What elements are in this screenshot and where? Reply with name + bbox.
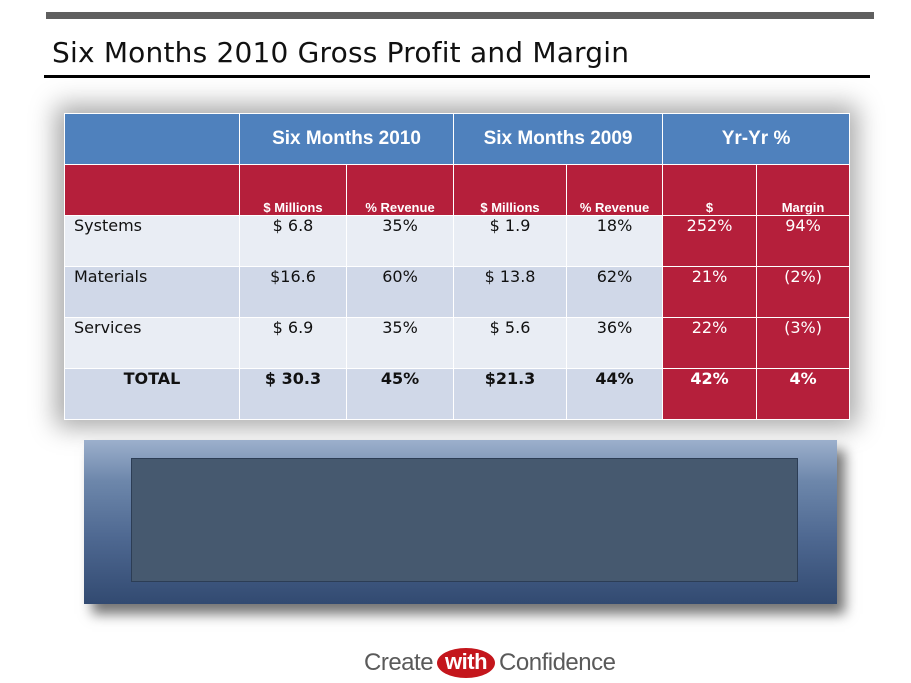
table-cell: 35%: [345, 317, 455, 369]
group-header-2009: Six Months 2009: [453, 113, 664, 165]
table-row: Materials $16.6 60% $ 13.8 62% 21% (2%): [64, 266, 851, 318]
brand-text-with: with: [437, 648, 496, 678]
table-cell: 4%: [756, 368, 851, 420]
table-cell: $ 1.9: [453, 215, 568, 267]
table-cell: $21.3: [453, 368, 568, 420]
table-cell: 45%: [345, 368, 455, 420]
sub-header-2009-millions: $ Millions: [453, 164, 568, 216]
sub-header-row: $ Millions % Revenue $ Millions % Revenu…: [64, 164, 851, 216]
table-cell: $ 13.8: [453, 266, 568, 318]
top-divider-bar: [46, 12, 874, 19]
group-header-row: Six Months 2010 Six Months 2009 Yr-Yr %: [64, 113, 851, 165]
table-cell: $16.6: [239, 266, 347, 318]
row-label: Services: [64, 317, 240, 369]
callout-panel-inner: [131, 458, 798, 582]
table-cell: 21%: [662, 266, 758, 318]
table-cell: 44%: [566, 368, 664, 420]
table-row: Systems $ 6.8 35% $ 1.9 18% 252% 94%: [64, 215, 851, 267]
sub-header-2009-revenue: % Revenue: [566, 164, 664, 216]
brand-text-confidence: Confidence: [499, 649, 616, 676]
sub-header-empty: [64, 164, 240, 216]
sub-header-2010-millions: $ Millions: [239, 164, 347, 216]
group-header-yr-yr: Yr-Yr %: [662, 113, 851, 165]
sub-header-2010-revenue: % Revenue: [345, 164, 455, 216]
gross-profit-table: Six Months 2010 Six Months 2009 Yr-Yr % …: [64, 113, 851, 420]
row-label: Systems: [64, 215, 240, 267]
brand-text-create: Create: [364, 649, 434, 676]
brand-logo: Create with Confidence: [364, 644, 616, 682]
total-row: TOTAL $ 30.3 45% $21.3 44% 42% 4%: [64, 368, 851, 420]
table-cell: $ 5.6: [453, 317, 568, 369]
group-header-empty: [64, 113, 240, 165]
table-cell: $ 6.8: [239, 215, 347, 267]
row-label: TOTAL: [64, 368, 240, 420]
row-label: Materials: [64, 266, 240, 318]
table-cell: 42%: [662, 368, 758, 420]
beveled-callout-panel: [84, 440, 837, 604]
table-cell: (2%): [756, 266, 851, 318]
group-header-2010: Six Months 2010: [238, 113, 455, 165]
table-cell: 18%: [566, 215, 664, 267]
table-cell: $ 30.3: [239, 368, 347, 420]
table-row: Services $ 6.9 35% $ 5.6 36% 22% (3%): [64, 317, 851, 369]
sub-header-yr-margin: Margin: [756, 164, 851, 216]
gross-profit-table-container: Six Months 2010 Six Months 2009 Yr-Yr % …: [64, 113, 851, 420]
table-cell: 252%: [662, 215, 758, 267]
table-cell: 22%: [662, 317, 758, 369]
sub-header-yr-dollar: $: [662, 164, 758, 216]
table-cell: 60%: [345, 266, 455, 318]
table-cell: 94%: [756, 215, 851, 267]
table-cell: (3%): [756, 317, 851, 369]
table-cell: $ 6.9: [239, 317, 347, 369]
table-cell: 36%: [566, 317, 664, 369]
table-cell: 62%: [566, 266, 664, 318]
title-underline: [44, 75, 870, 78]
slide-title: Six Months 2010 Gross Profit and Margin: [52, 36, 630, 69]
table-cell: 35%: [345, 215, 455, 267]
